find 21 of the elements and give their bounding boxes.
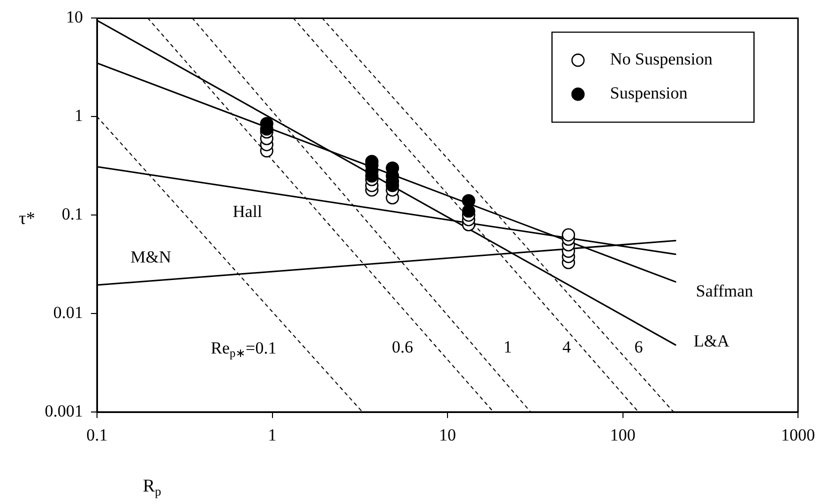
- legend-label: Suspension: [610, 84, 688, 103]
- y-tick-label: 0.01: [53, 303, 83, 322]
- series-label: Saffman: [696, 281, 754, 300]
- y-tick-label: 0.1: [62, 204, 83, 224]
- x-tick-label: 1: [268, 426, 276, 445]
- y-tick-label: 1: [74, 106, 83, 126]
- x-tick-label: 0.1: [86, 426, 108, 445]
- series-label: M&N: [130, 247, 172, 266]
- legend-label: No Suspension: [610, 50, 713, 69]
- y-tick-label: 0.001: [44, 401, 83, 420]
- series-label: 6: [634, 338, 643, 357]
- series-label: Hall: [232, 202, 262, 221]
- series-label: 0.6: [392, 338, 414, 357]
- x-tick-label: 10: [439, 426, 456, 445]
- series-label: 1: [504, 338, 512, 357]
- series-label: 4: [562, 338, 572, 357]
- x-tick-label: 100: [610, 426, 636, 445]
- y-tick-label: 10: [66, 8, 83, 27]
- x-tick-label: 1000: [781, 426, 815, 445]
- series-label: L&A: [694, 331, 730, 350]
- y-axis-title: τ*: [18, 208, 36, 228]
